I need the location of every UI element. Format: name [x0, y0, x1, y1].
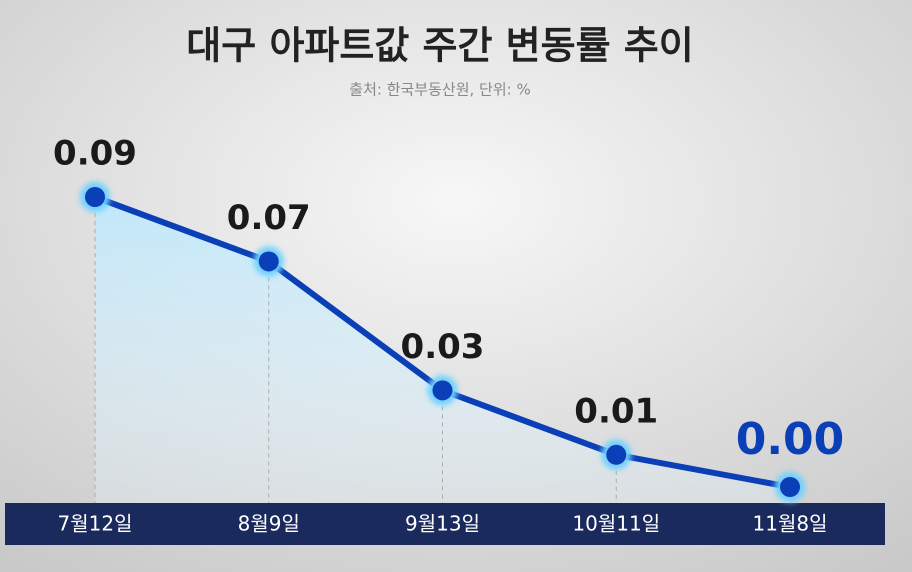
chart-subtitle: 출처: 한국부동산원, 단위: %	[349, 81, 530, 99]
x-tick-label: 10월11일	[572, 512, 660, 536]
value-label: 0.07	[227, 198, 311, 238]
point	[606, 444, 627, 465]
point	[432, 380, 453, 401]
value-label: 0.09	[53, 134, 137, 174]
x-tick-label: 8월9일	[238, 512, 300, 536]
point	[780, 477, 800, 497]
x-tick-label: 7월12일	[58, 512, 133, 536]
x-axis-band	[5, 503, 885, 545]
x-tick-label: 9월13일	[405, 512, 480, 536]
value-label: 0.03	[401, 327, 485, 367]
point	[258, 251, 279, 272]
value-label: 0.01	[574, 391, 658, 431]
chart-title: 대구 아파트값 주간 변동률 추이	[186, 24, 693, 68]
value-label: 0.00	[736, 414, 845, 465]
x-tick-label: 11월8일	[753, 512, 828, 536]
point	[85, 187, 105, 207]
